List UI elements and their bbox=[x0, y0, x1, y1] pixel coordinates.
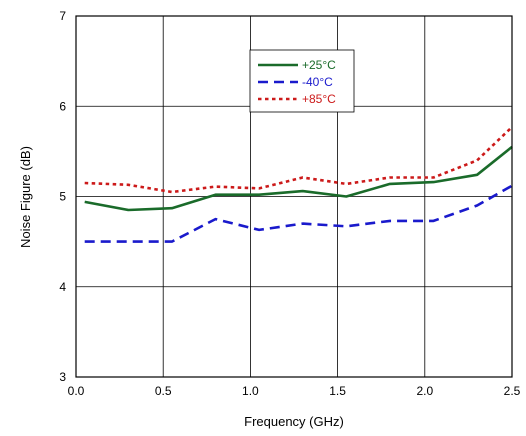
y-tick-label: 6 bbox=[59, 99, 66, 113]
y-tick-label: 4 bbox=[59, 280, 66, 294]
y-tick-label: 5 bbox=[59, 190, 66, 204]
plot-frame bbox=[75, 15, 513, 378]
legend-label-2: +85°C bbox=[302, 92, 336, 106]
series-lines bbox=[84, 126, 513, 243]
series-line-0 bbox=[84, 145, 513, 212]
x-tick-labels: 0.0 0.5 1.0 1.5 2.0 2.5 bbox=[68, 384, 521, 398]
series-line-2 bbox=[84, 126, 513, 194]
y-tick-labels: 3 4 5 6 7 bbox=[59, 9, 66, 384]
x-axis-title: Frequency (GHz) bbox=[244, 414, 344, 429]
x-tick-label: 0.5 bbox=[155, 384, 172, 398]
x-tick-label: 1.0 bbox=[242, 384, 259, 398]
y-axis-title: Noise Figure (dB) bbox=[18, 146, 33, 248]
y-tick-label: 3 bbox=[59, 370, 66, 384]
legend-label-0: +25°C bbox=[302, 58, 336, 72]
y-tick-label: 7 bbox=[59, 9, 66, 23]
x-tick-label: 2.5 bbox=[504, 384, 521, 398]
x-tick-label: 0.0 bbox=[68, 384, 85, 398]
legend: +25°C -40°C +85°C bbox=[249, 49, 355, 113]
x-tick-label: 1.5 bbox=[329, 384, 346, 398]
legend-label-1: -40°C bbox=[302, 75, 333, 89]
series-line-1 bbox=[84, 184, 513, 243]
x-tick-label: 2.0 bbox=[416, 384, 433, 398]
